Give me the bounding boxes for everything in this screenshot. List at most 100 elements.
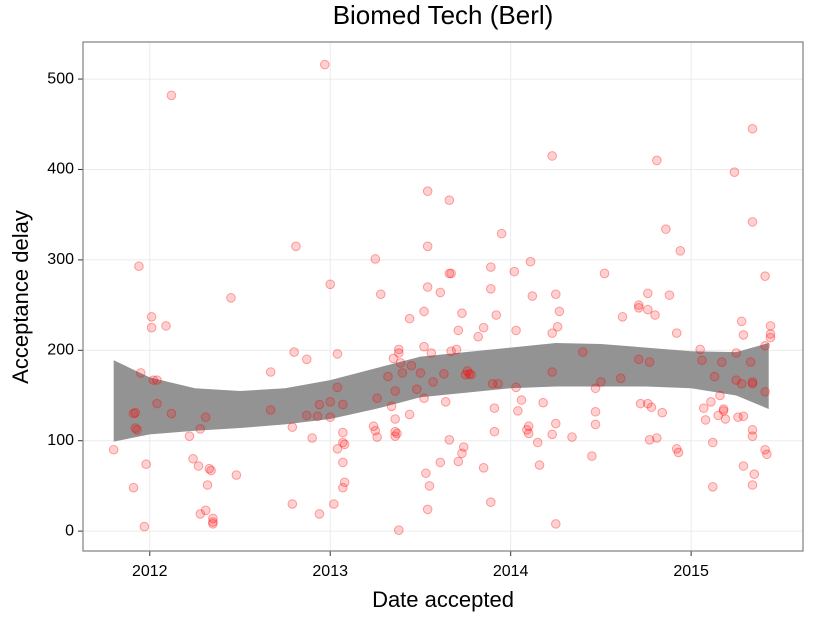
point <box>716 357 727 367</box>
point <box>206 465 216 476</box>
point <box>426 348 437 358</box>
point <box>554 306 565 317</box>
point <box>489 426 500 437</box>
point <box>393 525 404 536</box>
point <box>287 499 298 509</box>
point <box>152 375 162 385</box>
point <box>718 406 729 416</box>
point <box>208 513 218 524</box>
point <box>307 433 317 443</box>
point <box>375 289 386 300</box>
point <box>134 261 144 272</box>
point <box>657 407 668 418</box>
point <box>633 354 644 365</box>
point <box>440 397 451 407</box>
point <box>446 268 456 279</box>
point <box>738 330 749 340</box>
point <box>700 415 711 425</box>
point <box>516 395 527 405</box>
point <box>208 519 218 529</box>
point <box>652 155 662 166</box>
point <box>523 428 534 439</box>
point <box>406 360 417 371</box>
point <box>523 421 534 432</box>
point <box>493 378 503 389</box>
point <box>188 453 198 464</box>
point <box>265 405 276 415</box>
point <box>765 321 776 331</box>
point <box>747 378 758 389</box>
point <box>320 59 330 70</box>
point <box>422 504 433 515</box>
point <box>184 431 195 441</box>
point <box>195 509 206 519</box>
point <box>444 434 455 445</box>
point <box>146 322 157 333</box>
point <box>329 499 339 509</box>
point <box>522 425 532 435</box>
point <box>141 459 151 470</box>
point <box>202 480 213 490</box>
point <box>338 399 348 410</box>
point <box>749 469 760 479</box>
point <box>424 481 435 491</box>
point <box>457 308 467 319</box>
point <box>486 497 496 507</box>
point <box>148 375 159 385</box>
point <box>466 369 476 380</box>
point <box>457 448 467 459</box>
point <box>643 288 653 299</box>
point <box>161 321 171 331</box>
y-axis-label: Acceptance delay <box>8 210 33 384</box>
point <box>617 312 628 322</box>
point <box>339 477 350 488</box>
point <box>444 195 455 206</box>
point <box>550 418 561 429</box>
point <box>525 256 536 267</box>
point <box>332 382 343 393</box>
point <box>421 468 431 479</box>
point <box>368 421 379 432</box>
point <box>590 419 601 430</box>
point <box>451 344 462 355</box>
point <box>698 403 709 413</box>
point <box>747 377 758 387</box>
point <box>435 287 446 298</box>
point <box>388 353 399 364</box>
point <box>673 447 684 458</box>
point <box>615 373 626 384</box>
point <box>747 217 758 227</box>
point <box>453 456 464 467</box>
point <box>633 300 644 310</box>
point <box>587 451 597 461</box>
y-tick-label: 500 <box>47 70 74 87</box>
point <box>596 377 606 387</box>
point <box>731 348 742 358</box>
point <box>491 310 502 320</box>
chart-title: Biomed Tech (Berl) <box>333 0 554 30</box>
point <box>738 461 749 471</box>
point <box>412 384 422 394</box>
point <box>128 408 139 419</box>
point <box>390 386 400 396</box>
point <box>390 414 400 424</box>
point <box>146 312 157 322</box>
point <box>325 397 336 407</box>
point <box>419 393 429 404</box>
x-tick-label: 2013 <box>312 563 348 580</box>
point <box>372 432 382 442</box>
point <box>599 268 610 279</box>
point <box>338 457 348 468</box>
point <box>404 409 415 420</box>
point <box>395 358 406 368</box>
point <box>765 329 776 339</box>
point <box>675 246 686 256</box>
point <box>422 241 433 252</box>
point <box>760 340 770 351</box>
point <box>404 313 415 324</box>
point <box>435 457 446 468</box>
point <box>390 431 400 441</box>
point <box>736 316 747 327</box>
point <box>422 186 433 196</box>
